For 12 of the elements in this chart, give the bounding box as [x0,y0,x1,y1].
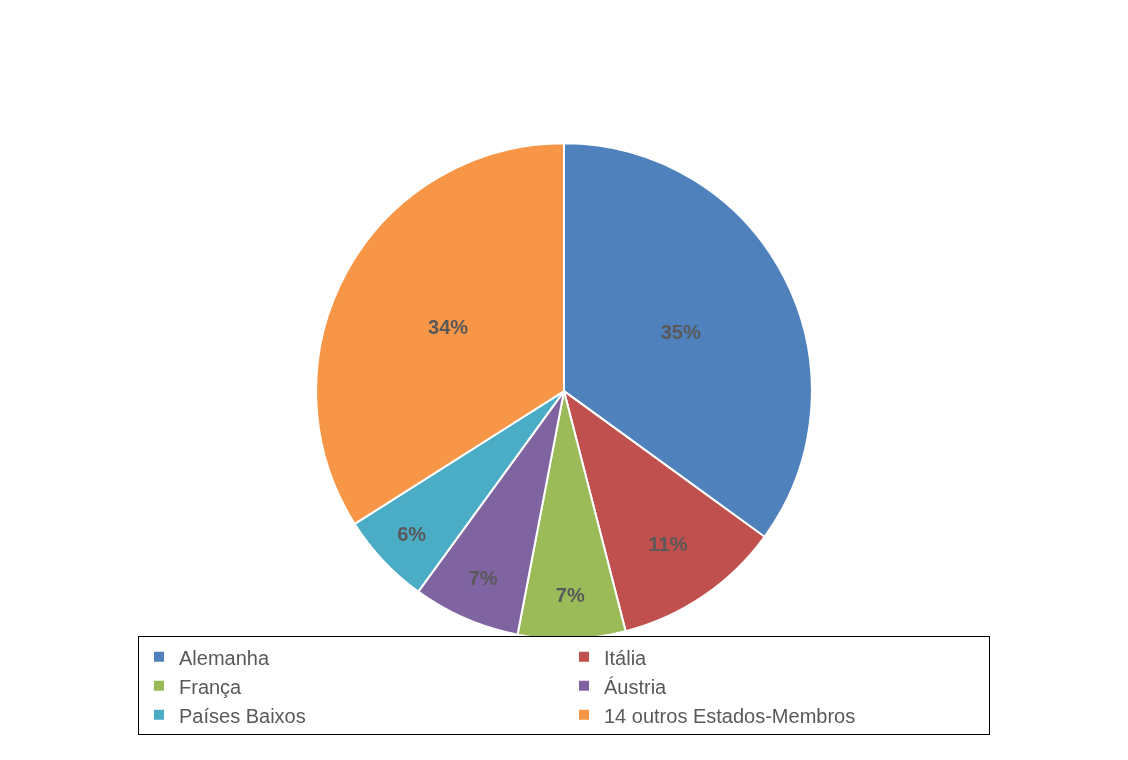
legend-label: 14 outros Estados-Membros [604,704,856,727]
legend-label: França [179,675,243,698]
legend-label: Áustria [604,675,668,698]
data-label: 11% [648,533,688,556]
data-label: 34% [428,316,469,339]
data-label: 7% [555,583,585,606]
data-label: 35% [660,320,701,343]
data-label: 7% [468,566,498,589]
data-label: 6% [397,523,427,546]
legend-label: Alemanha [179,646,270,669]
legend-label: Itália [604,646,648,669]
legend-label: Países Baixos [179,704,306,727]
